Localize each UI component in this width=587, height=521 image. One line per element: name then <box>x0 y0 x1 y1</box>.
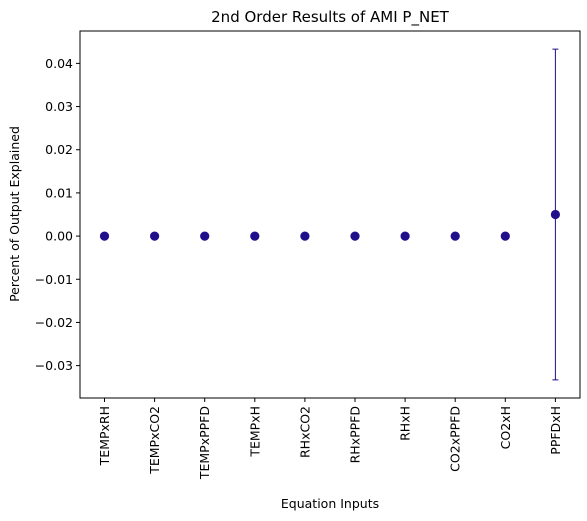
x-tick-label: RHxPPFD <box>348 406 363 463</box>
data-point <box>99 231 110 241</box>
y-tick-label: 0.00 <box>45 229 73 244</box>
data-point <box>150 231 160 241</box>
chart-title: 2nd Order Results of AMI P_NET <box>211 8 450 27</box>
x-tick-label: CO2xH <box>498 406 513 449</box>
x-tick-label: RHxH <box>398 406 413 441</box>
y-axis-label: Percent of Output Explained <box>7 126 22 302</box>
y-tick-label: 0.03 <box>45 99 73 114</box>
x-tick-label: RHxCO2 <box>297 406 312 458</box>
y-tick-label: 0.02 <box>45 142 73 157</box>
x-tick-label: TEMPxH <box>247 406 262 458</box>
y-tick-label: 0.04 <box>45 56 73 71</box>
x-tick-label: CO2xPPFD <box>448 406 463 472</box>
data-point <box>200 231 210 241</box>
y-tick-label: −0.01 <box>35 272 73 287</box>
data-point <box>550 209 561 220</box>
data-point <box>400 231 410 241</box>
data-points <box>99 209 561 241</box>
x-axis: TEMPxRH TEMPxCO2 TEMPxPPFD TEMPxH RHxCO2 RHxP… <box>97 398 563 480</box>
x-tick-label: TEMPxRH <box>97 406 112 466</box>
x-axis-label: Equation Inputs <box>281 496 379 511</box>
y-tick-label: −0.02 <box>35 315 73 330</box>
data-point <box>500 231 510 241</box>
data-point <box>450 231 460 241</box>
y-tick-label: −0.03 <box>35 358 73 373</box>
data-point <box>350 231 360 241</box>
data-point <box>250 231 260 241</box>
plot-area-frame <box>79 30 581 399</box>
x-tick-label: PPFDxH <box>548 406 563 455</box>
x-tick-label: TEMPxCO2 <box>147 406 162 475</box>
y-tick-label: 0.01 <box>45 185 73 200</box>
x-tick-label: TEMPxPPFD <box>197 406 212 480</box>
y-axis: −0.03 −0.02 −0.01 0.00 0.01 0.02 0.03 0.04 <box>35 56 80 373</box>
data-point <box>300 231 310 241</box>
